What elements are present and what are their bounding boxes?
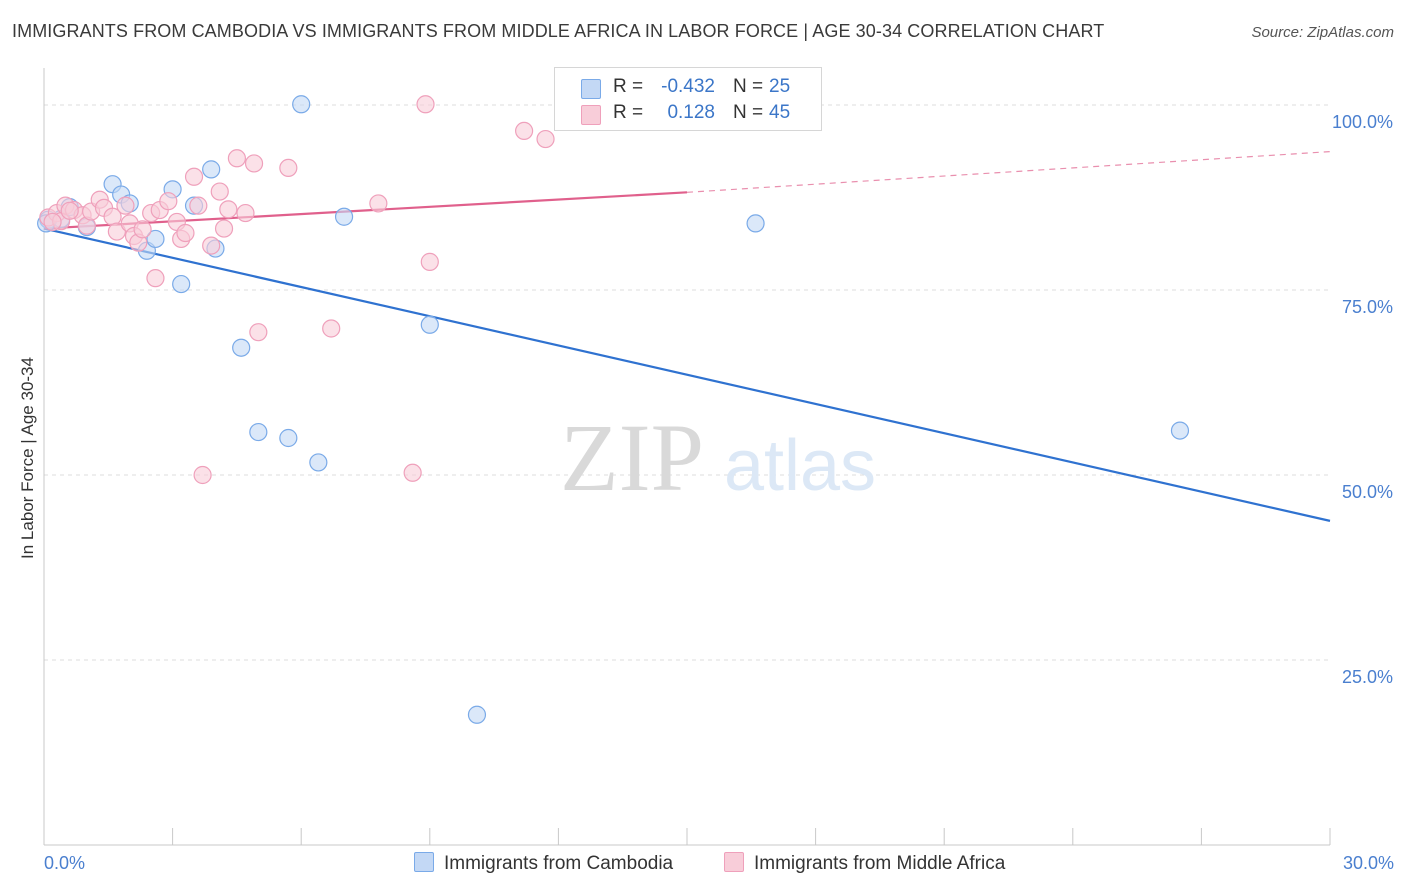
legend-item-cambodia: Immigrants from Cambodia: [414, 852, 673, 875]
cambodia-point: [309, 453, 328, 472]
y-tick-label: 50.0%: [1342, 482, 1393, 502]
middle-africa-point: [219, 200, 238, 219]
middle-africa-point: [116, 196, 135, 215]
axes: [43, 68, 1331, 846]
y-tick-label: 100.0%: [1332, 112, 1393, 132]
cambodia-point: [746, 214, 765, 233]
source-credit: Source: ZipAtlas.com: [1251, 24, 1394, 41]
trend-lines: [43, 151, 1331, 522]
y-tick-label: 75.0%: [1342, 297, 1393, 317]
n-value: 25: [769, 76, 791, 97]
n-label: N =: [733, 102, 764, 123]
middle-africa-point: [189, 196, 208, 215]
r-label: R =: [613, 76, 644, 97]
cambodia-point: [420, 315, 439, 334]
middle-africa-legend-label: Immigrants from Middle Africa: [754, 853, 1006, 874]
middle-africa-point: [159, 192, 178, 211]
y-axis-label: In Labor Force | Age 30-34: [18, 357, 37, 559]
middle-africa-point: [322, 319, 341, 338]
middle-africa-point: [107, 222, 126, 241]
middle-africa-point: [60, 201, 79, 220]
cambodia-point: [249, 422, 268, 442]
middle-africa-point: [133, 220, 152, 239]
cambodia-swatch: [581, 79, 601, 99]
middle-africa-point: [236, 203, 255, 223]
middle-africa-point: [515, 121, 534, 140]
x-tick-label: 30.0%: [1343, 853, 1394, 873]
middle-africa-point: [227, 149, 246, 168]
middle-africa-point: [416, 95, 435, 114]
x-tick-label: 0.0%: [44, 853, 85, 873]
chart-title: IMMIGRANTS FROM CAMBODIA VS IMMIGRANTS F…: [12, 21, 1105, 41]
watermark-atlas: atlas: [724, 426, 876, 506]
stats-legend: R = -0.432 N = 25 R = 0.128 N = 45: [554, 67, 822, 131]
middle-africa-point: [536, 129, 555, 149]
middle-africa-point: [369, 194, 388, 213]
middle-africa-legend-swatch: [724, 852, 744, 872]
middle-africa-point: [279, 158, 298, 177]
middle-africa-trend-line-extension: [686, 151, 1331, 193]
watermark: ZIP atlas: [560, 404, 876, 511]
r-value: -0.432: [661, 76, 715, 97]
y-tick-label: 25.0%: [1342, 667, 1393, 687]
r-label: R =: [613, 102, 644, 123]
cambodia-point: [146, 229, 165, 249]
r-value: 0.128: [667, 102, 715, 123]
middle-africa-point: [403, 463, 422, 482]
cambodia-point: [467, 705, 487, 724]
middle-africa-point: [184, 167, 204, 186]
middle-africa-swatch: [581, 105, 601, 125]
middle-africa-point: [202, 236, 221, 255]
middle-africa-point: [210, 182, 229, 201]
middle-africa-trend-line: [43, 191, 688, 230]
cambodia-point: [1170, 421, 1190, 440]
cambodia-point: [232, 338, 251, 357]
grid-lines: [44, 104, 1330, 661]
data-points: [37, 95, 1190, 724]
n-label: N =: [733, 76, 764, 97]
cambodia-point: [172, 274, 191, 294]
middle-africa-point: [43, 212, 62, 232]
middle-africa-point: [193, 465, 212, 485]
cambodia-point: [279, 428, 298, 448]
cambodia-point: [334, 207, 354, 226]
middle-africa-point: [249, 323, 268, 342]
cambodia-legend-label: Immigrants from Cambodia: [444, 853, 674, 874]
middle-africa-point: [214, 219, 234, 238]
watermark-zip: ZIP: [560, 404, 704, 511]
middle-africa-point: [146, 269, 165, 288]
cambodia-point: [292, 95, 311, 114]
middle-africa-point: [244, 154, 264, 173]
cambodia-point: [202, 160, 221, 179]
legend-item-middle-africa: Immigrants from Middle Africa: [724, 852, 1005, 875]
middle-africa-point: [420, 252, 439, 271]
cambodia-legend-swatch: [414, 852, 434, 872]
cambodia-trend-line: [43, 227, 1331, 522]
n-value: 45: [769, 102, 791, 123]
middle-africa-point: [176, 223, 195, 243]
tick-labels: 25.0% 50.0% 75.0% 100.0% 0.0% 30.0%: [44, 112, 1394, 873]
